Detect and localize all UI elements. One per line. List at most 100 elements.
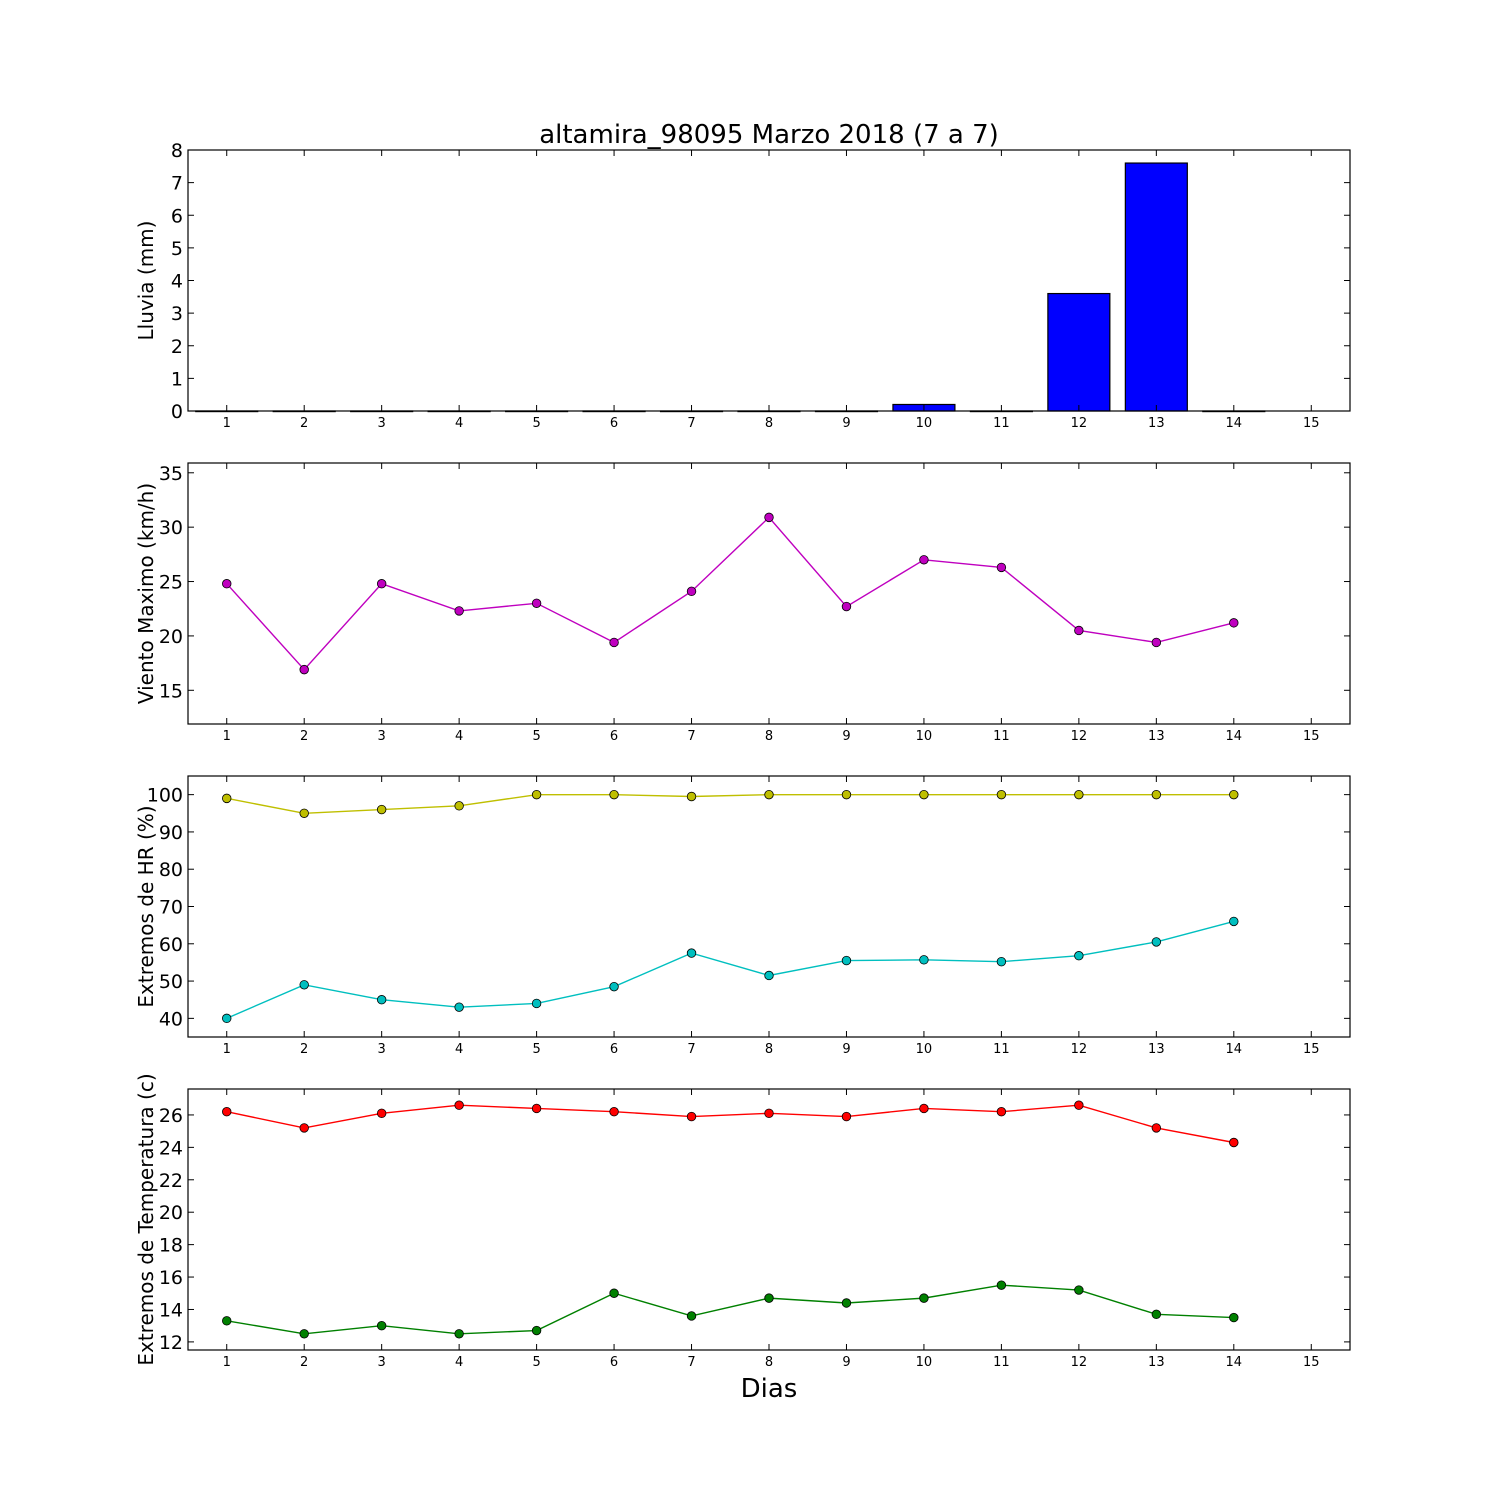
plot-frame xyxy=(187,775,1351,1038)
viento-series-1-point xyxy=(299,664,309,675)
x-tick-label: 4 xyxy=(455,1355,463,1370)
plot-frame xyxy=(187,1088,1351,1351)
x-tick-label: 1 xyxy=(223,729,231,744)
temperatura-series-1-point xyxy=(376,1108,387,1119)
x-tick-label: 14 xyxy=(1226,729,1243,744)
hr-series-2-point xyxy=(919,955,929,965)
hr-series-1-point xyxy=(1151,789,1162,800)
y-tick-label: 26 xyxy=(159,1105,183,1127)
y-axis-label-temperatura: Extremos de Temperatura (c) xyxy=(134,1073,158,1365)
hr-series-2-point xyxy=(299,980,309,990)
x-tick-label: 5 xyxy=(532,416,540,431)
x-tick-label: 7 xyxy=(687,1355,695,1370)
temperatura-series-1-point xyxy=(996,1106,1007,1117)
temperatura-series-1-point xyxy=(1229,1137,1239,1148)
temperatura-series-2-point xyxy=(686,1311,697,1321)
hr-series-2-point xyxy=(1151,937,1162,947)
temperatura-series-2-point xyxy=(841,1298,852,1308)
hr-series-1-point xyxy=(609,789,619,800)
x-tick-label: 10 xyxy=(916,1042,933,1057)
hr-series-1-point xyxy=(1074,789,1084,800)
y-tick-label: 6 xyxy=(171,205,183,227)
y-tick-label: 100 xyxy=(147,785,183,807)
hr-series-2-point xyxy=(222,1013,232,1024)
temperatura-series-2-point xyxy=(222,1316,232,1326)
x-tick-label: 9 xyxy=(842,1042,850,1057)
x-tick-label: 11 xyxy=(993,1042,1010,1057)
x-tick-label: 5 xyxy=(532,729,540,744)
hr-series-2-point xyxy=(1074,951,1084,961)
hr-series-1-point xyxy=(919,789,929,800)
hr-series-2-point xyxy=(454,1002,464,1012)
hr-series-2-line xyxy=(226,920,1234,1020)
x-tick-label: 2 xyxy=(300,1355,308,1370)
x-tick-label: 15 xyxy=(1303,1042,1320,1057)
x-axis-label: Dias xyxy=(741,1374,798,1404)
x-tick-label: 4 xyxy=(455,416,463,431)
viento-series-1-point xyxy=(222,579,232,589)
y-axis-label-lluvia: Lluvia (mm) xyxy=(134,221,158,341)
y-tick-label: 35 xyxy=(159,463,183,485)
temperatura-series-2-point xyxy=(531,1325,542,1336)
plot-frame xyxy=(187,462,1351,725)
hr-series-2-point xyxy=(841,955,852,966)
y-tick-label: 25 xyxy=(159,572,183,594)
temperatura-series-1-point xyxy=(1074,1100,1084,1110)
y-axis-label-viento: Viento Maximo (km/h) xyxy=(134,483,158,704)
y-tick-label: 2 xyxy=(171,336,183,358)
temperatura-series-1-point xyxy=(686,1111,697,1122)
viento-series-1-point xyxy=(1074,625,1084,636)
y-tick-label: 30 xyxy=(159,517,183,539)
x-tick-label: 10 xyxy=(916,416,933,431)
temperatura-series-2-point xyxy=(996,1280,1007,1290)
x-tick-label: 3 xyxy=(378,416,386,431)
hr-series-1-point xyxy=(454,801,464,811)
hr-series-1-line xyxy=(226,793,1234,814)
hr-series-2-point xyxy=(996,956,1007,967)
y-tick-label: 15 xyxy=(159,680,183,702)
viento-series-1-point xyxy=(686,586,697,597)
hr-series-2-point xyxy=(686,948,697,958)
x-tick-label: 6 xyxy=(610,1042,618,1057)
temperatura-series-1-point xyxy=(764,1108,774,1119)
hr-series-1-point xyxy=(686,791,697,802)
x-tick-label: 7 xyxy=(687,1042,695,1057)
y-tick-label: 18 xyxy=(159,1235,183,1257)
temperatura-series-2-point xyxy=(919,1293,929,1303)
y-tick-label: 20 xyxy=(159,1202,183,1224)
y-tick-label: 14 xyxy=(159,1299,183,1321)
temperatura-series-1-line xyxy=(226,1104,1234,1144)
x-tick-label: 8 xyxy=(765,1355,773,1370)
y-tick-label: 7 xyxy=(171,173,183,195)
chart-title: altamira_98095 Marzo 2018 (7 a 7) xyxy=(539,120,999,150)
x-tick-label: 8 xyxy=(765,729,773,744)
y-tick-label: 24 xyxy=(159,1137,183,1159)
temperatura-series-1-point xyxy=(222,1106,232,1117)
x-tick-label: 15 xyxy=(1303,416,1320,431)
bar-day-12 xyxy=(1047,292,1111,412)
y-tick-label: 22 xyxy=(159,1170,183,1192)
panel-hr: 1 2 3 4 5 6 7 8 9 10 11 12 13 14 15405060708090100Extr… xyxy=(134,775,1351,1057)
x-tick-label: 7 xyxy=(687,416,695,431)
temperatura-series-2-line xyxy=(226,1284,1234,1335)
x-tick-label: 12 xyxy=(1071,416,1088,431)
x-tick-label: 2 xyxy=(300,416,308,431)
hr-series-1-point xyxy=(996,789,1007,800)
x-tick-label: 15 xyxy=(1303,729,1320,744)
x-tick-label: 13 xyxy=(1148,1042,1165,1057)
x-tick-label: 14 xyxy=(1226,1042,1243,1057)
hr-series-1-point xyxy=(841,789,852,800)
temperatura-series-2-point xyxy=(1151,1309,1162,1320)
viento-series-1-point xyxy=(996,562,1007,573)
viento-series-1-point xyxy=(609,637,619,648)
hr-series-2-point xyxy=(1229,916,1239,927)
x-tick-label: 1 xyxy=(223,416,231,431)
y-tick-label: 20 xyxy=(159,626,183,648)
temperatura-series-2-point xyxy=(764,1293,774,1303)
x-tick-label: 13 xyxy=(1148,416,1165,431)
viento-series-1-point xyxy=(1151,637,1162,648)
viento-series-1-point xyxy=(764,512,774,523)
x-tick-label: 15 xyxy=(1303,1355,1320,1370)
